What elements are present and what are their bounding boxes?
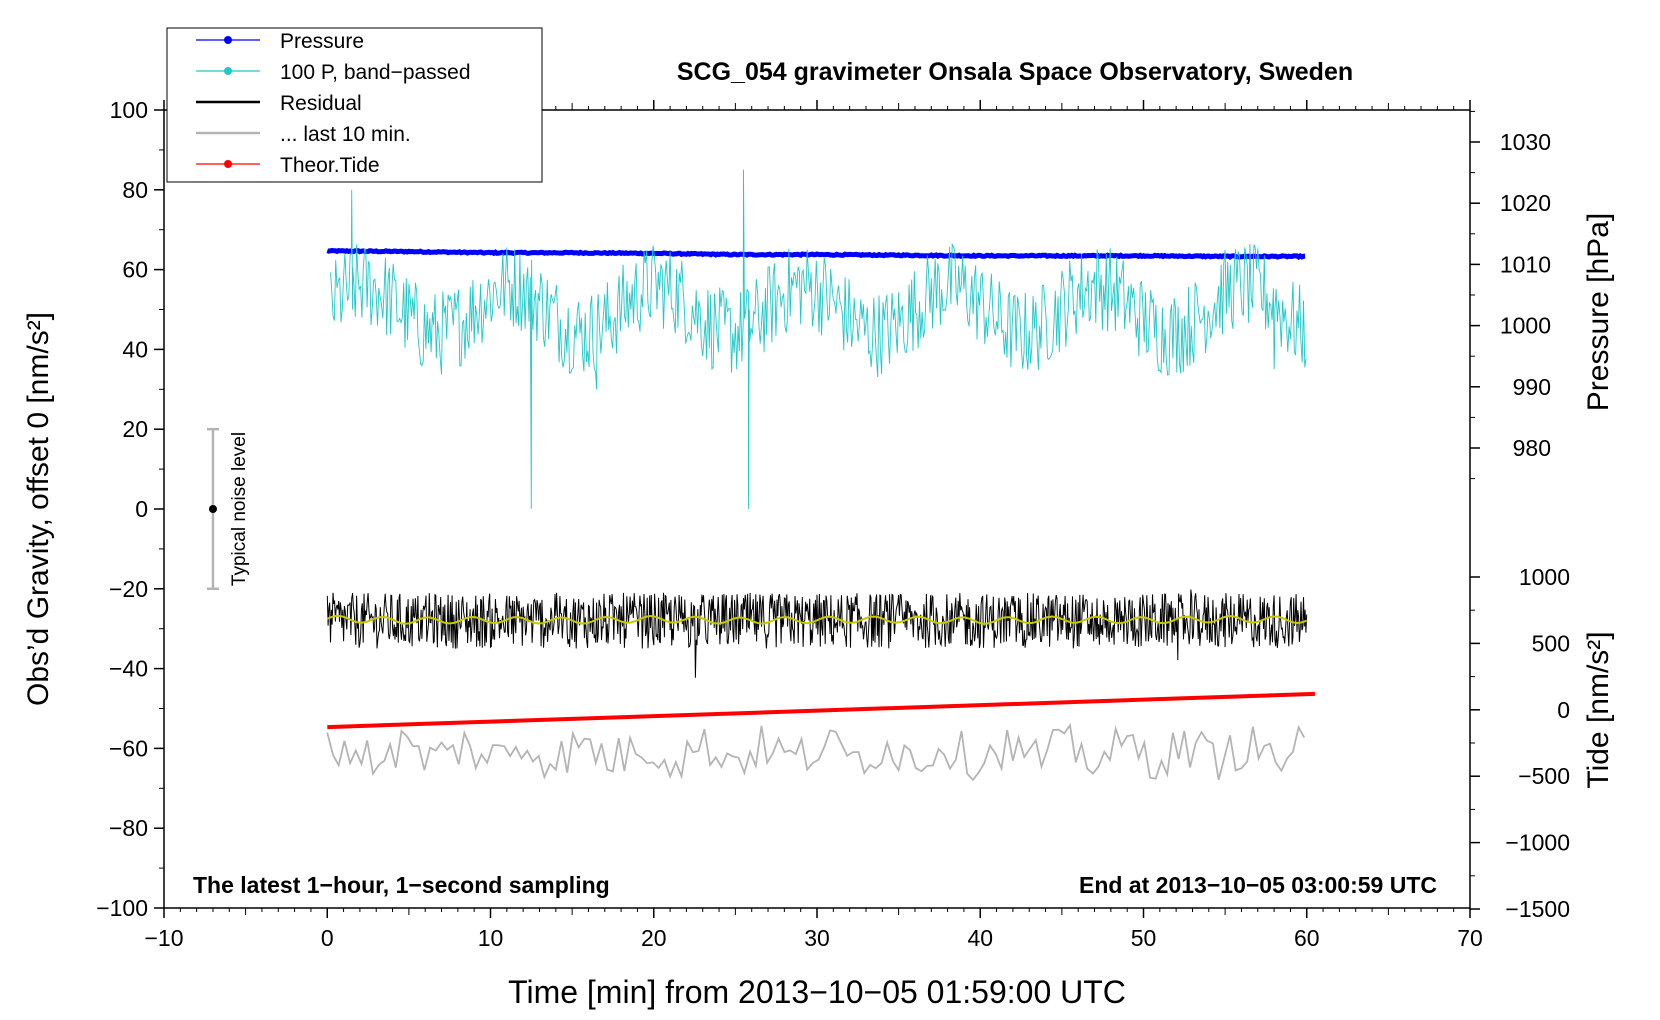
x-tick-label: 60 xyxy=(1294,925,1320,951)
x-tick-label: 20 xyxy=(641,925,667,951)
x-axis-label: Time [min] from 2013−10−05 01:59:00 UTC xyxy=(508,974,1126,1010)
x-tick-label: 10 xyxy=(478,925,504,951)
y-tick-label: −60 xyxy=(109,735,148,761)
tide-tick-label: −1500 xyxy=(1505,896,1570,922)
legend-box xyxy=(166,27,543,183)
y-tick-label: 80 xyxy=(122,177,148,203)
y-tick-label: 20 xyxy=(122,416,148,442)
y-tick-label: −20 xyxy=(109,576,148,602)
series-last-10-min xyxy=(326,722,1306,782)
pressure-tick-label: 980 xyxy=(1513,435,1551,461)
y-tick-label: 100 xyxy=(110,97,148,123)
y-axis-label-tide: Tide [nm/s²] xyxy=(1582,631,1615,788)
legend-label: 100 P, band−passed xyxy=(280,61,471,84)
y-tick-label: −80 xyxy=(109,815,148,841)
tide-tick-label: −1000 xyxy=(1505,830,1570,856)
series-theoretical-tide xyxy=(327,691,1315,730)
series-residual-smoothed xyxy=(326,614,1308,625)
tide-tick-label: 0 xyxy=(1557,697,1570,723)
y-tick-label: 60 xyxy=(122,257,148,283)
y-tick-label: −40 xyxy=(109,656,148,682)
series-bandpassed-pressure xyxy=(330,169,1307,510)
y-tick-label: 40 xyxy=(122,336,148,362)
noise-level-bar xyxy=(206,427,219,591)
tide-tick-label: 1000 xyxy=(1519,564,1570,590)
legend-items: Pressure 100 P, band−passed Residual ... la… xyxy=(196,30,471,177)
pressure-tick-label: 990 xyxy=(1513,374,1551,400)
x-tick-label: 30 xyxy=(804,925,830,951)
x-tick-label: 50 xyxy=(1131,925,1157,951)
legend-swatch-marker xyxy=(224,36,232,44)
plot-area: −10 0 10 20 30 40 50 60 70−100−80−60−40−20020406… xyxy=(96,97,1570,951)
legend-label: Theor.Tide xyxy=(280,154,380,177)
y-axis-label-left: Obs’d Gravity, offset 0 [nm/s²] xyxy=(22,312,55,706)
tide-tick-label: −500 xyxy=(1518,763,1570,789)
annotation-left: The latest 1−hour, 1−second sampling xyxy=(193,872,610,898)
plot-frame xyxy=(163,109,1471,909)
tide-tick-label: 500 xyxy=(1532,630,1570,656)
annotation-right: End at 2013−10−05 03:00:59 UTC xyxy=(1079,872,1437,898)
x-tick-label: 0 xyxy=(321,925,334,951)
pressure-tick-label: 1010 xyxy=(1500,251,1551,277)
y-tick-label: 0 xyxy=(135,496,148,522)
series-pressure xyxy=(326,247,1306,261)
legend-label: Residual xyxy=(280,92,362,115)
y-tick-label: −100 xyxy=(96,895,148,921)
x-tick-label: −10 xyxy=(144,925,183,951)
pressure-tick-label: 1000 xyxy=(1500,313,1551,339)
chart-title: SCG_054 gravimeter Onsala Space Observat… xyxy=(677,58,1353,86)
legend-swatch-marker xyxy=(224,67,232,75)
legend-label: Pressure xyxy=(280,30,364,53)
legend: Pressure 100 P, band−passed Residual ... la… xyxy=(166,27,543,183)
pressure-tick-label: 1020 xyxy=(1500,190,1551,216)
axis-ticks: −10 0 10 20 30 40 50 60 70−100−80−60−40−20020406… xyxy=(96,97,1570,951)
x-tick-label: 40 xyxy=(967,925,993,951)
y-axis-label-pressure: Pressure [hPa] xyxy=(1582,213,1615,411)
noise-bar-center-dot xyxy=(208,505,217,513)
pressure-tick-label: 1030 xyxy=(1500,129,1551,155)
series-residual xyxy=(326,589,1308,678)
series-layer xyxy=(326,169,1315,782)
legend-label: ... last 10 min. xyxy=(280,123,411,146)
x-tick-label: 70 xyxy=(1457,925,1483,951)
legend-swatch-marker xyxy=(224,160,232,168)
noise-level-label: Typical noise level xyxy=(229,432,250,586)
